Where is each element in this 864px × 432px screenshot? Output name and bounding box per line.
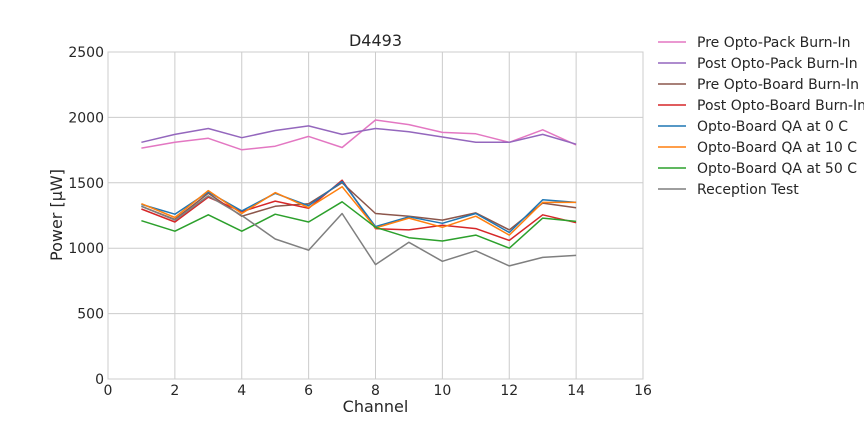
- x-tick-label: 6: [304, 383, 313, 399]
- x-tick-label: 14: [567, 383, 585, 399]
- x-tick-label: 16: [634, 383, 652, 399]
- y-tick-labels: 0 500 1000 1500 2000 2500: [68, 45, 104, 388]
- legend-label: Opto-Board QA at 50 C: [697, 161, 857, 177]
- series-line-7: [141, 201, 577, 249]
- legend-label: Pre Opto-Pack Burn-In: [697, 35, 851, 51]
- plot-area: [107, 51, 644, 380]
- x-tick-label: 0: [104, 383, 113, 399]
- x-axis-label: Channel: [343, 397, 409, 416]
- legend-label: Pre Opto-Board Burn-In: [697, 77, 859, 93]
- legend-label: Opto-Board QA at 0 C: [697, 119, 848, 135]
- series-line-6: [141, 185, 577, 236]
- x-tick-label: 2: [170, 383, 179, 399]
- series-line-1: [141, 119, 577, 151]
- y-tick-label: 0: [95, 372, 104, 388]
- y-tick-label: 1000: [68, 241, 104, 257]
- y-tick-label: 2500: [68, 45, 104, 61]
- legend-label: Reception Test: [697, 182, 799, 198]
- series-line-8: [141, 195, 577, 267]
- y-tick-label: 2000: [68, 110, 104, 126]
- x-tick-label: 10: [433, 383, 451, 399]
- x-tick-label: 4: [237, 383, 246, 399]
- y-tick-label: 500: [77, 307, 104, 323]
- legend-label: Post Opto-Board Burn-In: [697, 98, 864, 114]
- x-tick-labels: 0 2 4 6 8 10 12 14 16: [104, 383, 652, 399]
- series-line-3: [141, 182, 577, 231]
- grid-lines: [107, 51, 644, 380]
- legend: Pre Opto-Pack Burn-In Post Opto-Pack Burn…: [658, 35, 864, 198]
- x-tick-label: 8: [371, 383, 380, 399]
- y-tick-label: 1500: [68, 176, 104, 192]
- chart-title: D4493: [349, 31, 402, 50]
- y-axis-label: Power [μW]: [47, 169, 66, 261]
- legend-label: Opto-Board QA at 10 C: [697, 140, 857, 156]
- legend-label: Post Opto-Pack Burn-In: [697, 56, 858, 72]
- series-line-2: [141, 125, 577, 145]
- x-tick-label: 12: [500, 383, 518, 399]
- series-lines: [141, 119, 577, 267]
